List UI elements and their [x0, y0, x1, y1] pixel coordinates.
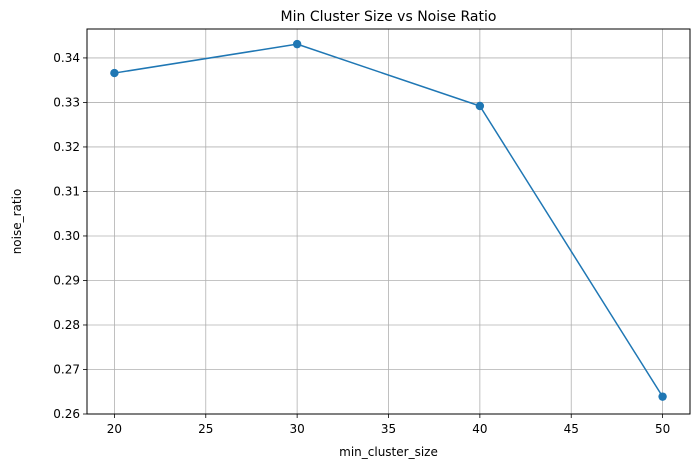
x-tick-label: 50: [655, 422, 670, 436]
x-tick-label: 20: [107, 422, 122, 436]
x-axis-ticks: 20 25 30 35 40 45 50: [107, 414, 670, 436]
y-tick-label: 0.29: [53, 273, 80, 287]
y-tick-label: 0.31: [53, 184, 80, 198]
data-point: [658, 392, 667, 401]
data-point: [475, 101, 485, 111]
y-axis-ticks: 0.26 0.27 0.28 0.29 0.30 0.31 0.32 0.33 0.34: [53, 51, 87, 421]
data-point: [110, 68, 119, 78]
series-layer: [110, 39, 667, 401]
x-tick-label: 40: [472, 422, 487, 436]
grid: [87, 29, 690, 415]
x-tick-label: 25: [198, 422, 213, 436]
y-tick-label: 0.30: [53, 229, 80, 243]
x-axis-label: min_cluster_size: [339, 445, 438, 459]
plot-frame: [86, 28, 691, 415]
series-line: [114, 43, 664, 398]
y-tick-label: 0.34: [53, 51, 80, 65]
x-tick-label: 35: [381, 422, 396, 436]
x-tick-label: 30: [289, 422, 304, 436]
y-axis-label: noise_ratio: [10, 189, 24, 255]
chart-title: Min Cluster Size vs Noise Ratio: [281, 9, 497, 25]
x-tick-label: 45: [564, 422, 579, 436]
y-tick-label: 0.27: [53, 362, 80, 376]
y-tick-label: 0.33: [53, 95, 80, 109]
y-tick-label: 0.26: [53, 407, 80, 421]
data-point: [292, 39, 302, 49]
y-tick-label: 0.28: [53, 318, 80, 332]
y-tick-label: 0.32: [53, 140, 80, 154]
